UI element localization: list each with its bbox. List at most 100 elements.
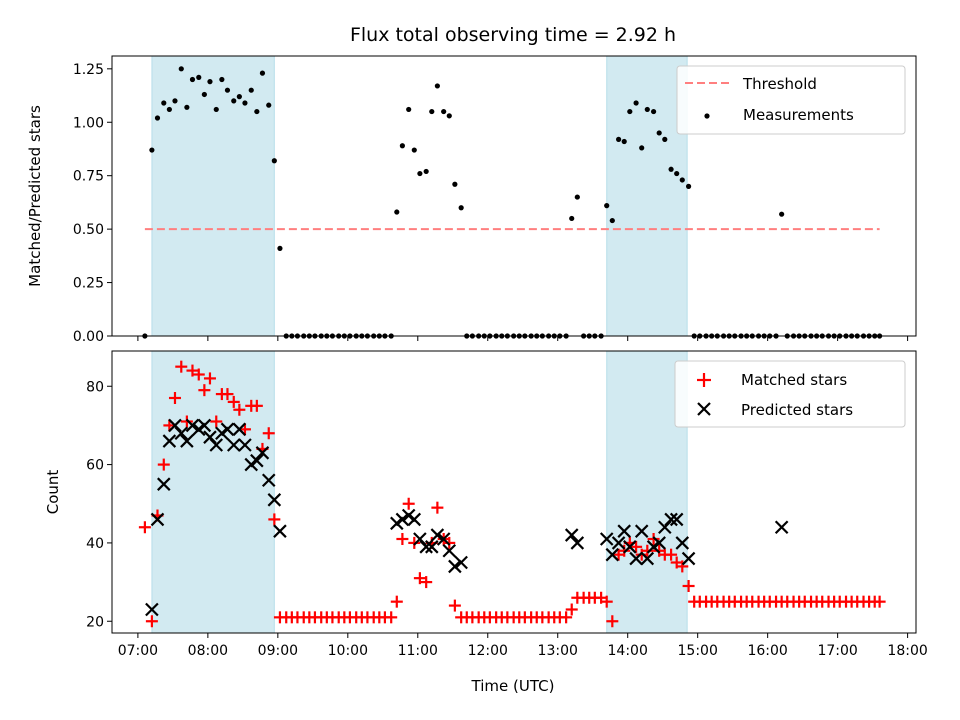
measurement-point — [685, 183, 692, 189]
measurement-point — [277, 245, 283, 251]
matched-star-point — [443, 536, 456, 549]
matched-star-point — [203, 372, 216, 385]
matched-star-point — [157, 458, 170, 471]
matched-star-point — [665, 548, 678, 561]
matched-star-point — [408, 536, 421, 549]
matched-star-point — [233, 403, 246, 416]
x-tick-label: 14:00 — [608, 643, 648, 659]
measurement-point — [627, 108, 633, 115]
top-y-ticks: 0.00 0.25 0.50 0.75 1.00 1.25 — [73, 62, 112, 345]
predicted-star-point — [220, 422, 235, 437]
measurement-point — [779, 211, 785, 217]
x-tick-label: 08:00 — [188, 643, 228, 659]
predicted-star-point — [448, 559, 462, 574]
predicted-star-point — [232, 422, 247, 437]
predicted-star-point — [442, 543, 457, 558]
legend-matched-label: Matched stars — [741, 371, 847, 389]
matched-star-point — [198, 384, 211, 397]
measurement-point — [254, 108, 260, 115]
matched-star-point — [210, 415, 223, 428]
matched-star-point — [192, 368, 205, 381]
predicted-star-point — [180, 434, 194, 448]
x-tick-label: 10:00 — [328, 643, 368, 659]
bottom-y-axis-label: Count — [44, 470, 62, 515]
measurement-point — [569, 215, 575, 222]
bottom-legend: Matched stars Predicted stars — [674, 360, 906, 428]
measurement-point — [434, 83, 440, 89]
y-tick-label: 1.00 — [73, 115, 104, 131]
measurement-point — [259, 70, 266, 76]
top-legend-box — [676, 65, 906, 135]
measurement-point — [248, 87, 254, 93]
predicted-star-point — [623, 540, 637, 554]
top-plot-frame — [111, 55, 917, 337]
top-y-axis-label: Matched/Predicted stars — [26, 105, 44, 287]
x-tick-label: 17:00 — [817, 643, 857, 659]
measurement-point — [446, 113, 452, 119]
predicted-star-point — [564, 528, 579, 542]
predicted-star-point — [407, 512, 422, 527]
y-tick-label: 0.50 — [73, 222, 104, 238]
predicted-star-point — [664, 512, 678, 527]
measurement-point — [236, 94, 242, 100]
predicted-star-point — [197, 418, 212, 433]
x-axis-label: Time (UTC) — [471, 677, 555, 695]
predicted-star-point — [774, 520, 789, 535]
y-tick-label: 0.00 — [73, 329, 104, 345]
measurement-point — [458, 205, 464, 211]
predicted-star-point — [640, 551, 655, 566]
predicted-star-point — [255, 446, 270, 460]
predicted-star-point — [185, 418, 200, 433]
predicted-star-point — [267, 493, 282, 507]
predicted-star-point — [395, 512, 410, 527]
measurement-point — [154, 115, 161, 121]
predicted-star-point — [273, 524, 287, 538]
measurement-point — [224, 87, 231, 93]
x-tick-label: 09:00 — [258, 643, 298, 659]
predicted-star-point — [605, 547, 620, 562]
predicted-star-point — [675, 536, 690, 550]
x-tick-label: 12:00 — [468, 643, 508, 659]
measurement-point — [406, 106, 412, 113]
matched-star-point — [238, 423, 251, 436]
measurement-point — [452, 181, 458, 187]
measurement-point — [271, 158, 277, 164]
legend-threshold-label: Threshold — [742, 75, 817, 93]
bottom-panel: 20 40 60 80 07:00 08:00 09:00 10:00 11:00 12:00 1… — [44, 350, 928, 695]
predicted-star-point — [419, 540, 433, 554]
predicted-star-point — [430, 528, 445, 542]
measurement-point — [242, 100, 248, 106]
predicted-star-point — [174, 426, 189, 441]
x-tick-label: 18:00 — [887, 643, 927, 659]
legend-measurements-label: Measurements — [743, 106, 854, 124]
chart-title: Flux total observing time = 2.92 h — [350, 24, 676, 46]
matched-star-point — [186, 364, 199, 377]
matched-star-point — [682, 580, 695, 592]
measurement-point — [656, 130, 662, 136]
measurement-point — [679, 177, 685, 183]
y-tick-label: 0.75 — [73, 169, 104, 185]
measurement-point — [674, 170, 680, 177]
measurement-point — [662, 136, 668, 142]
predicted-star-point — [209, 438, 224, 452]
matched-star-point — [600, 595, 613, 608]
bottom-legend-box — [674, 360, 906, 428]
measurement-point — [399, 143, 405, 149]
measurement-point — [639, 145, 645, 151]
measurement-point — [633, 100, 639, 106]
matched-star-point — [227, 395, 240, 408]
matched-star-point — [390, 595, 403, 608]
measurement-point — [149, 147, 155, 153]
measurement-point — [621, 138, 627, 145]
predicted-star-point — [226, 438, 241, 452]
predicted-star-point — [238, 438, 252, 452]
bottom-x-ticks: 07:00 08:00 09:00 10:00 11:00 12:00 13:00 14:00… — [118, 633, 928, 659]
measurement-point — [166, 106, 172, 113]
measurement-point — [184, 104, 190, 110]
measurement-point — [201, 91, 207, 98]
x-tick-label: 13:00 — [538, 643, 578, 659]
predicted-star-point — [652, 536, 666, 550]
predicted-stars-points — [145, 418, 789, 617]
matched-star-point — [420, 576, 433, 589]
